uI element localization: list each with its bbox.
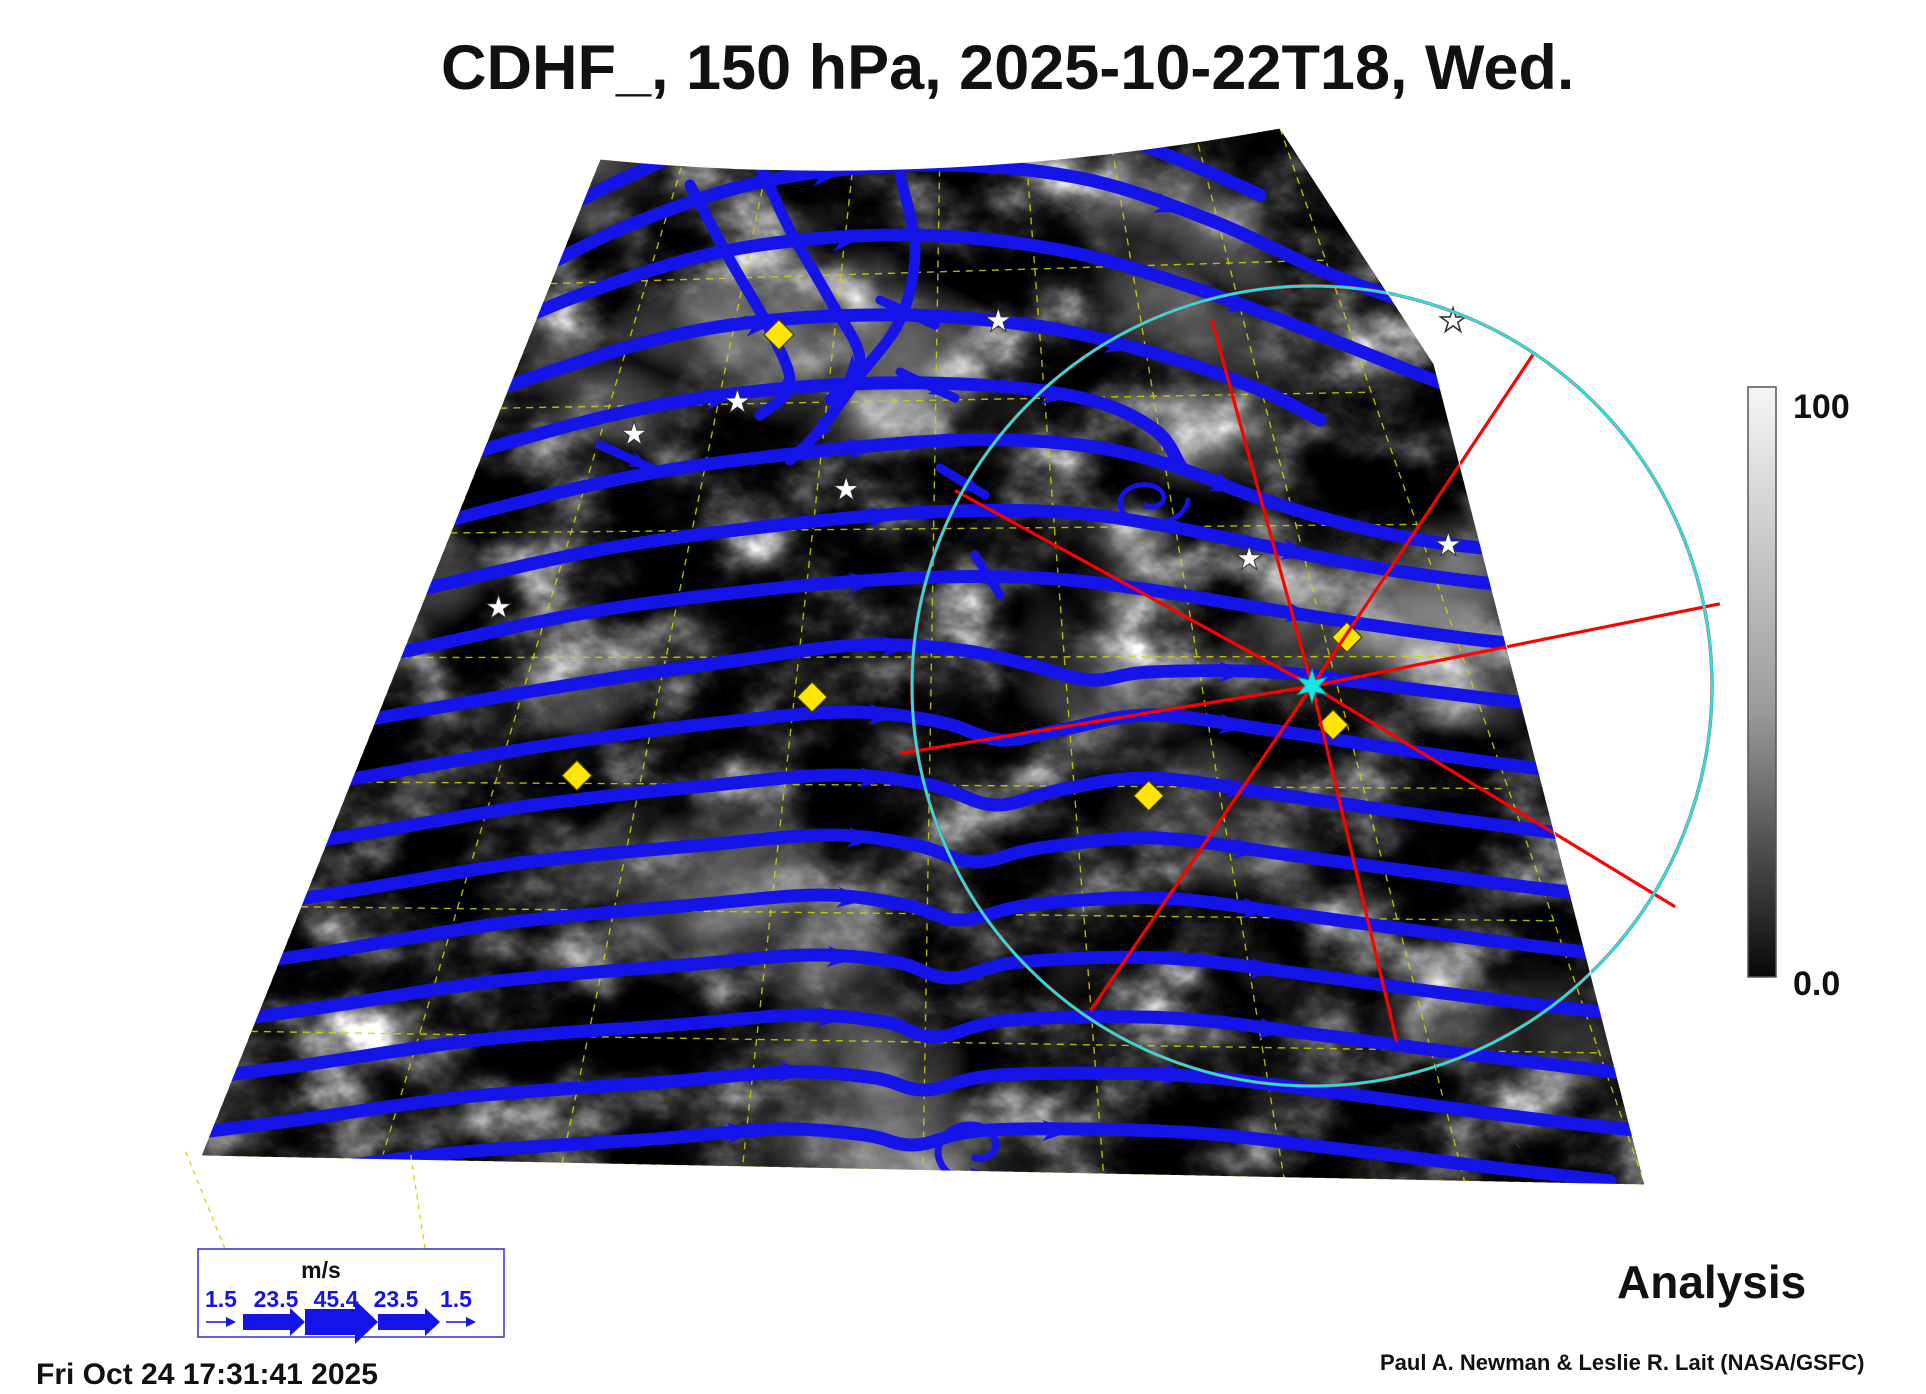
svg-text:m/s: m/s: [301, 1257, 341, 1283]
svg-text:0.0: 0.0: [1793, 965, 1840, 1003]
svg-text:1.5: 1.5: [440, 1286, 472, 1312]
svg-text:1.5: 1.5: [205, 1286, 237, 1312]
svg-text:23.5: 23.5: [374, 1286, 419, 1312]
svg-text:100: 100: [1793, 388, 1850, 426]
svg-text:45.4: 45.4: [314, 1286, 359, 1312]
svg-text:23.5: 23.5: [254, 1286, 299, 1312]
